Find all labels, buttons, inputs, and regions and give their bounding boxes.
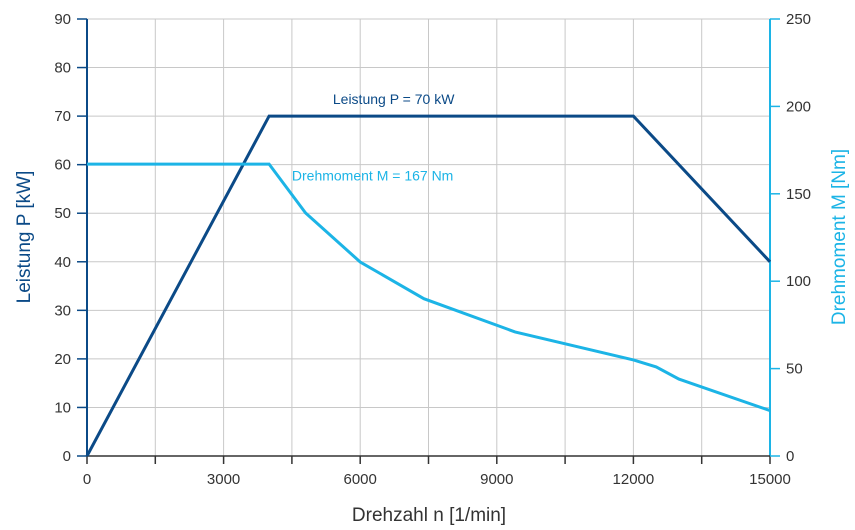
labels: Drehzahl n [1/min] Leistung P [kW] Drehm…: [14, 91, 850, 526]
series: [85, 114, 772, 457]
y-left-tick-label: 20: [54, 351, 71, 368]
y-left-tick-label: 50: [54, 205, 71, 222]
y-left-tick-label: 10: [54, 399, 71, 416]
y-left-tick-label: 80: [54, 60, 71, 77]
grid: [86, 18, 771, 457]
y-left-tick-label: 90: [54, 11, 71, 28]
x-tick-label: 12000: [613, 471, 655, 488]
axes: 0 3000 6000 9000 12000 15000 0 10 20 30 40 50 60 70 80…: [54, 11, 811, 488]
x-tick-label: 6000: [344, 471, 377, 488]
x-tick-label: 0: [83, 471, 91, 488]
y-right-tick-label: 200: [786, 98, 811, 115]
x-axis-title: Drehzahl n [1/min]: [352, 505, 506, 526]
y-right-tick-label: 100: [786, 273, 811, 290]
torque-annotation: Drehmoment M = 167 Nm: [292, 168, 453, 184]
x-tick-label: 15000: [749, 471, 791, 488]
x-tick-label: 3000: [207, 471, 240, 488]
y-axis-left-title: Leistung P [kW]: [14, 171, 35, 304]
y-left-tick-label: 60: [54, 157, 71, 174]
y-right-tick-label: 0: [786, 448, 794, 465]
y-left-tick-label: 70: [54, 108, 71, 125]
y-right-tick-label: 250: [786, 11, 811, 28]
torque-line: [87, 162, 771, 413]
y-left-tick-label: 30: [54, 302, 71, 319]
power-line: [85, 114, 772, 457]
x-tick-label: 9000: [480, 471, 513, 488]
y-right-tick-label: 50: [786, 361, 803, 378]
y-left-tick-label: 40: [54, 254, 71, 271]
y-left-tick-label: 0: [63, 448, 71, 465]
power-annotation: Leistung P = 70 kW: [333, 91, 455, 107]
y-right-tick-label: 150: [786, 186, 811, 203]
y-axis-right-title: Drehmoment M [Nm]: [829, 149, 850, 325]
